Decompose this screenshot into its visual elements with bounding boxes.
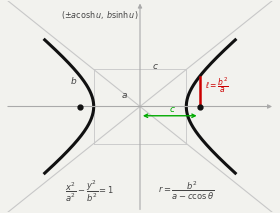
Text: $(\pm a\cosh u,\, b\sinh u)$: $(\pm a\cosh u,\, b\sinh u)$	[61, 9, 138, 21]
Text: $\ell = \dfrac{b^2}{a}$: $\ell = \dfrac{b^2}{a}$	[205, 75, 228, 95]
Text: $b$: $b$	[70, 75, 78, 86]
Text: $a$: $a$	[121, 91, 128, 100]
Text: $r = \dfrac{b^2}{a - c\cos\theta}$: $r = \dfrac{b^2}{a - c\cos\theta}$	[158, 180, 214, 202]
Text: $c$: $c$	[169, 105, 176, 114]
Text: $\dfrac{x^2}{a^2} - \dfrac{y^2}{b^2} = 1$: $\dfrac{x^2}{a^2} - \dfrac{y^2}{b^2} = 1…	[65, 178, 114, 204]
Text: $c$: $c$	[152, 62, 159, 71]
